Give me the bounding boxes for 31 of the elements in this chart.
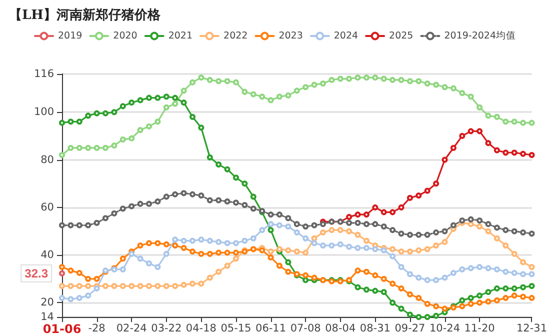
legend-label: 2024 — [334, 30, 358, 42]
x-tick-label: 01-06 — [42, 322, 82, 336]
y-tick-label: 60 — [40, 201, 54, 214]
x-tick-label: 06-11 — [256, 322, 286, 334]
x-tick-label: 05-15 — [220, 322, 252, 334]
legend-label: 2023 — [278, 30, 303, 42]
legend-label: 2019-2024均值 — [444, 30, 516, 42]
x-tick-label: 08-31 — [360, 322, 390, 334]
x-tick-label: 03-22 — [151, 322, 182, 334]
y-tick-label: 20 — [40, 296, 54, 309]
legend-label: 2021 — [168, 30, 193, 42]
data-label: 32.3 — [24, 266, 48, 280]
x-tick-label: -28 — [88, 322, 106, 334]
x-tick-label: 12-31 — [516, 322, 548, 334]
x-tick-label: 10-24 — [429, 322, 460, 334]
y-tick-label: 116 — [34, 68, 54, 80]
x-tick-label: 09-27 — [394, 322, 426, 334]
x-tick-label: 07-08 — [290, 322, 321, 334]
y-tick-label: 40 — [40, 249, 54, 262]
legend-label: 2020 — [113, 30, 138, 42]
legend-label: 2022 — [224, 30, 248, 42]
y-tick-label: 80 — [40, 154, 54, 166]
y-tick-label: 14 — [40, 311, 54, 323]
x-tick-label: 04-18 — [186, 322, 216, 334]
x-tick-label: 08-04 — [325, 322, 356, 334]
y-tick-label: 100 — [34, 106, 54, 118]
x-tick-label: 02-24 — [116, 322, 148, 334]
chart-title: 【LH】河南新郑仔猪价格 — [9, 7, 162, 23]
legend-label: 2025 — [389, 30, 414, 42]
legend-label: 2019 — [58, 30, 82, 42]
x-tick-label: 11-20 — [464, 322, 495, 334]
